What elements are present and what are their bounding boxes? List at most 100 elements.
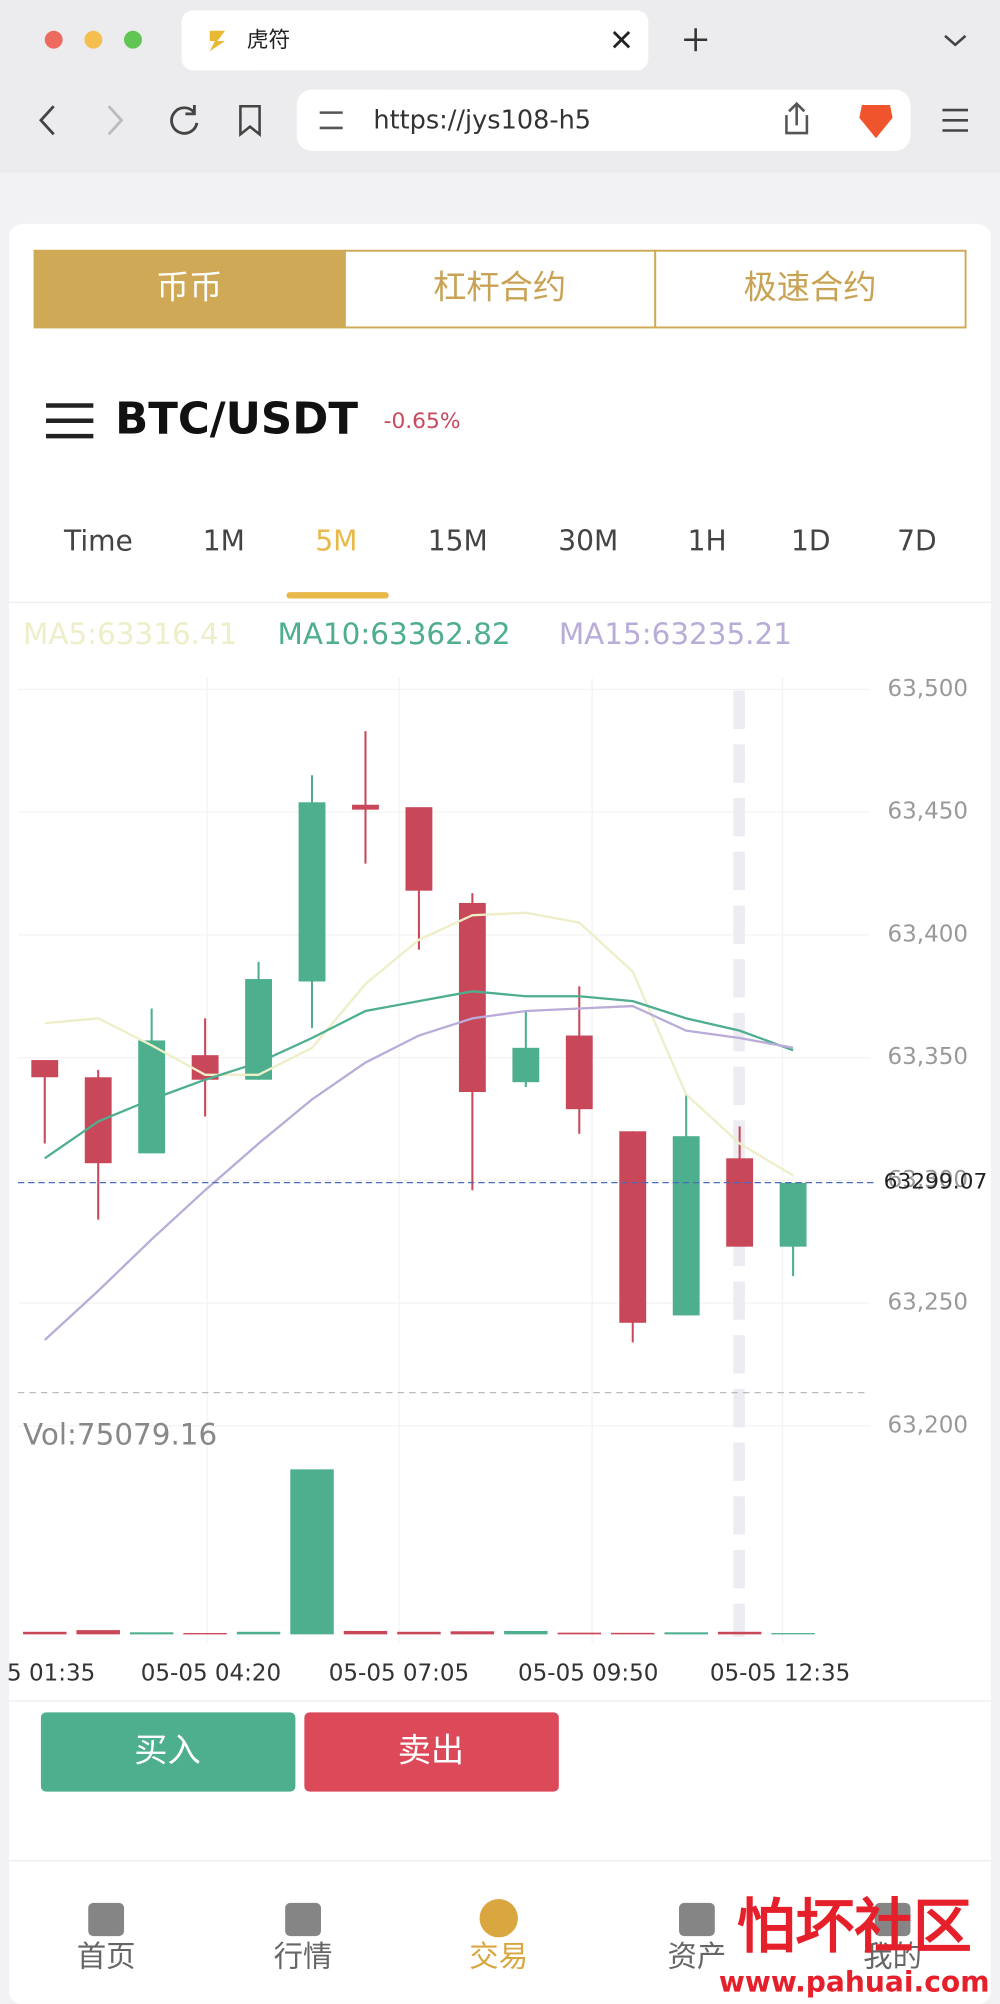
ma-label: MA5:63316.41 [23,617,237,651]
timeframe[interactable]: 15M [428,524,488,557]
vol-label: Vol:75079.16 [23,1418,217,1452]
tab-title: 虎符 [247,28,290,53]
candle-body [31,1060,59,1078]
site-settings[interactable] [319,111,343,130]
volume-bar [771,1633,815,1635]
volume-bar [557,1632,602,1635]
segment-tab[interactable] [343,249,657,329]
pair-menu[interactable] [46,403,94,439]
segment-label: 币币 [156,268,222,307]
ma-label: MA10:63362.82 [277,617,510,651]
y-tick-label: 63,200 [888,1412,968,1438]
nav-label[interactable]: 我的 [863,1939,922,1973]
menu[interactable] [942,108,969,132]
x-tick-label: 05-05 12:35 [710,1660,850,1686]
sell-button[interactable] [304,1712,559,1792]
nav-icon[interactable] [285,1902,321,1937]
volume-bar [450,1631,495,1635]
nav-label[interactable]: 交易 [469,1939,528,1973]
volume-bar [504,1630,548,1635]
candle-body [779,1182,807,1247]
x-tick-label: 05-05 07:05 [329,1660,469,1686]
tab-menu[interactable] [944,34,967,47]
candle-body [512,1047,540,1083]
segment-label: 极速合约 [744,268,877,307]
volume-bar [183,1632,227,1635]
app-card [8,223,992,2004]
buy-label: 买入 [134,1731,200,1770]
change: -0.65% [384,409,461,434]
y-tick-label: 63,400 [888,921,968,947]
timeframe[interactable]: 7D [897,524,937,557]
timeframe[interactable]: 30M [558,524,618,557]
candle-body [298,802,326,982]
nav-icon[interactable] [679,1902,715,1937]
nav-icon[interactable] [88,1902,125,1937]
volume-bar [76,1630,120,1635]
timeframe[interactable]: 1H [688,524,727,557]
url: https://jys108-h5 [373,106,591,136]
volume-bar [343,1630,388,1635]
nav-label[interactable]: 资产 [668,1939,727,1973]
reload[interactable] [170,104,199,135]
zoom-window[interactable] [124,30,142,49]
volume-bar [290,1469,334,1635]
new-tab[interactable] [684,28,708,52]
volume-bar [717,1631,762,1635]
nav-icon[interactable] [874,1902,911,1937]
timeframe[interactable]: Time [63,524,133,557]
pair: BTC/USDT [115,395,358,445]
volume-bar [610,1632,655,1635]
timeframe[interactable]: 1M [203,524,245,557]
nav-label[interactable]: 行情 [274,1939,333,1973]
candle-body [565,1035,593,1110]
watermark-title: 怕坏社区 [737,1892,972,1961]
last-price-label: 63299.07 [884,1170,988,1195]
nav-icon[interactable] [479,1899,518,1938]
buy-button[interactable] [40,1712,296,1792]
brave-shield[interactable] [859,104,893,139]
x-tick-label: 05-05 09:50 [518,1660,658,1686]
y-tick-label: 63,450 [888,799,968,825]
candle-body [672,1136,700,1316]
y-tick-label: 63,250 [888,1290,968,1316]
segment-tab[interactable] [33,249,346,329]
forward[interactable] [107,105,124,136]
url-bar[interactable] [296,89,911,151]
ma-line [43,1004,794,1341]
nav-label[interactable]: 首页 [77,1939,136,1973]
timeframe[interactable]: 5M [315,524,357,557]
volume-bar [397,1631,441,1635]
volume-bar [129,1632,174,1635]
candle-body [405,807,433,891]
candle-body [352,804,379,810]
y-tick-label: 63,300 [888,1167,968,1193]
x-tick-label: 05-05 04:20 [141,1660,281,1686]
ma-label: MA15:63235.21 [559,617,792,651]
tab[interactable] [181,10,649,71]
segment-tab[interactable] [654,249,967,329]
ma-line [44,990,794,1160]
timeframe[interactable]: 1D [791,524,831,557]
minimize-window[interactable] [84,30,103,49]
bookmark[interactable] [239,104,261,138]
candle-body [726,1158,754,1247]
watermark-url: www.pahuai.com [719,1965,990,1998]
tf-indicator [286,592,389,599]
sell-label: 卖出 [398,1731,464,1770]
candle-body [458,902,486,1092]
candle-body [619,1131,647,1323]
back[interactable] [39,105,55,136]
y-tick-label: 63,500 [888,676,968,702]
x-tick-label: 5 01:35 [7,1660,95,1686]
ma-line [44,911,794,1177]
favicon [209,30,226,52]
share[interactable] [785,101,809,135]
volume-bar [664,1632,708,1635]
segment-label: 杠杆合约 [433,268,566,307]
close-tab[interactable] [612,31,631,49]
y-tick-label: 63,350 [888,1044,968,1070]
close-window[interactable] [44,30,63,49]
